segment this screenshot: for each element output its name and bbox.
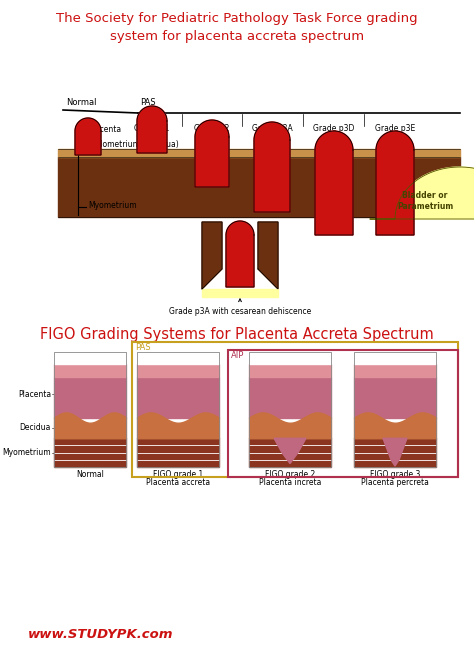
Text: Grade p3D: Grade p3D <box>313 124 355 133</box>
Polygon shape <box>137 352 219 363</box>
Polygon shape <box>226 221 254 287</box>
Polygon shape <box>54 438 126 467</box>
Polygon shape <box>370 167 474 219</box>
Text: Grade p2: Grade p2 <box>194 124 230 133</box>
Polygon shape <box>254 122 290 212</box>
Text: Grade p3A: Grade p3A <box>252 124 292 133</box>
Polygon shape <box>54 352 126 363</box>
Text: The Society for Pediatric Pathology Task Force grading
system for placenta accre: The Society for Pediatric Pathology Task… <box>56 12 418 43</box>
Text: FIGO grade 1: FIGO grade 1 <box>153 470 203 479</box>
Text: Placenta percreta: Placenta percreta <box>361 478 429 487</box>
Text: Placenta: Placenta <box>88 124 121 133</box>
Polygon shape <box>354 377 436 418</box>
Polygon shape <box>54 363 126 377</box>
Text: AIP: AIP <box>231 351 245 360</box>
Text: Placenta accreta: Placenta accreta <box>146 478 210 487</box>
Polygon shape <box>58 157 460 217</box>
Polygon shape <box>137 106 167 153</box>
Text: FIGO grade 2: FIGO grade 2 <box>265 470 315 479</box>
Polygon shape <box>195 120 229 187</box>
Polygon shape <box>137 377 219 418</box>
Text: www.STUDYPK.com: www.STUDYPK.com <box>28 628 173 641</box>
Text: FIGO Grading Systems for Placenta Accreta Spectrum: FIGO Grading Systems for Placenta Accret… <box>40 327 434 342</box>
Text: Placenta: Placenta <box>18 390 51 399</box>
Polygon shape <box>249 377 331 418</box>
Polygon shape <box>137 363 219 377</box>
Text: PAS: PAS <box>140 98 155 107</box>
Text: Myometrium: Myometrium <box>88 200 137 210</box>
Polygon shape <box>315 131 353 235</box>
Polygon shape <box>249 438 331 467</box>
Text: Normal: Normal <box>76 470 104 479</box>
Polygon shape <box>354 363 436 377</box>
Text: Placenta increta: Placenta increta <box>259 478 321 487</box>
Polygon shape <box>354 438 436 467</box>
Text: Myometrium: Myometrium <box>2 448 51 457</box>
Text: Normal: Normal <box>66 98 97 107</box>
Polygon shape <box>274 438 306 464</box>
Polygon shape <box>202 289 278 297</box>
Text: Bladder or
Parametrium: Bladder or Parametrium <box>397 191 453 211</box>
Polygon shape <box>58 149 460 157</box>
Polygon shape <box>376 131 414 235</box>
Text: PAS: PAS <box>135 343 151 352</box>
Polygon shape <box>202 222 222 289</box>
Text: Decidua: Decidua <box>19 423 51 432</box>
Polygon shape <box>354 352 436 363</box>
Polygon shape <box>54 377 126 418</box>
Polygon shape <box>258 222 278 289</box>
Text: Endometrium (decidua): Endometrium (decidua) <box>88 139 179 148</box>
Polygon shape <box>75 118 101 155</box>
Polygon shape <box>249 363 331 377</box>
Polygon shape <box>249 352 331 363</box>
Text: Grade p3E: Grade p3E <box>375 124 415 133</box>
Polygon shape <box>137 438 219 467</box>
Text: Grade p3A with cesarean dehiscence: Grade p3A with cesarean dehiscence <box>169 299 311 316</box>
Text: FIGO grade 3: FIGO grade 3 <box>370 470 420 479</box>
Text: Grade p1: Grade p1 <box>134 124 170 133</box>
Polygon shape <box>383 438 407 466</box>
